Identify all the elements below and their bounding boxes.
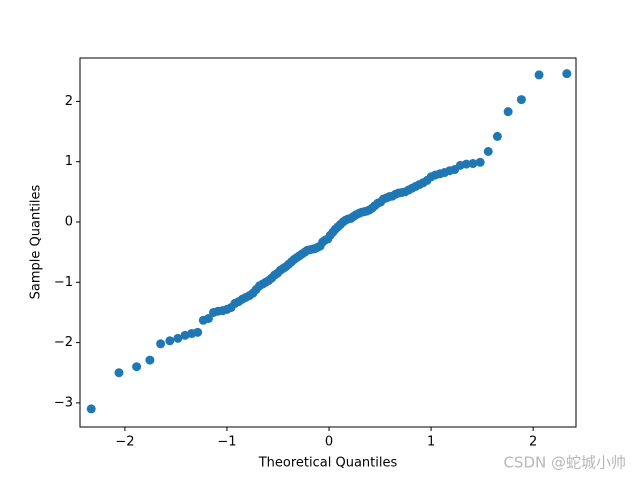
point — [114, 368, 124, 378]
x-tick-label: 1 — [427, 435, 435, 450]
point — [483, 146, 493, 156]
point — [516, 95, 526, 105]
point — [173, 333, 183, 343]
point — [503, 107, 513, 117]
x-tick-label: 0 — [325, 435, 333, 450]
y-tick-label: 0 — [65, 215, 73, 230]
point — [492, 131, 502, 141]
point — [145, 355, 155, 365]
point — [86, 404, 96, 414]
point — [156, 339, 166, 349]
x-tick-label: −1 — [217, 435, 236, 450]
y-tick-label: 1 — [65, 154, 73, 169]
x-tick-label: −2 — [115, 435, 134, 450]
y-tick-label: −3 — [54, 395, 73, 410]
point — [562, 69, 572, 79]
point — [193, 327, 203, 337]
point — [534, 70, 544, 80]
point — [165, 336, 175, 346]
watermark: CSDN @蛇城小帅 — [503, 454, 626, 472]
x-tick-label: 2 — [529, 435, 537, 450]
y-tick-label: −2 — [54, 335, 73, 350]
y-axis-label: Sample Quantiles — [29, 184, 44, 299]
point — [132, 362, 142, 372]
point — [468, 159, 478, 169]
y-tick-label: −1 — [54, 275, 73, 290]
point — [203, 313, 213, 323]
point — [461, 159, 471, 169]
y-tick-label: 2 — [65, 94, 73, 109]
point — [475, 157, 485, 167]
x-axis-label: Theoretical Quantiles — [258, 456, 398, 471]
plot-frame — [79, 57, 577, 428]
